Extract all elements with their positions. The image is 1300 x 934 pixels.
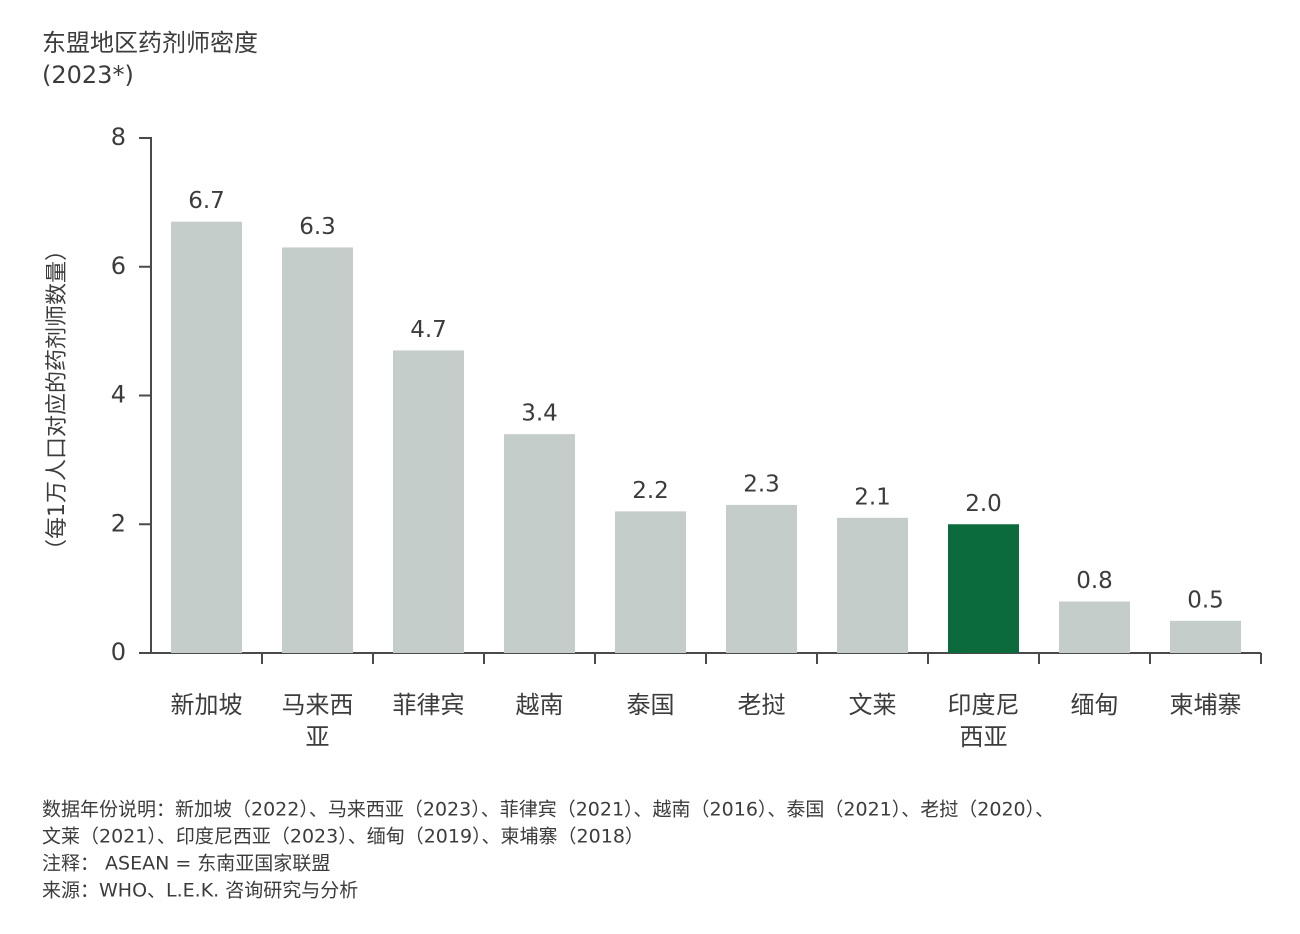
x-tick-label: 文莱	[849, 691, 897, 719]
x-tick-label: 老挝	[738, 691, 786, 719]
bar	[726, 504, 797, 653]
value-label: 2.1	[854, 484, 891, 510]
footnote: 文莱（2021）、印度尼西亚（2023）、缅甸（2019）、柬埔寨（2018）	[42, 826, 644, 848]
chart-title: 东盟地区药剂师密度	[42, 29, 258, 57]
value-label: 3.4	[521, 401, 558, 427]
y-tick-label: 8	[111, 123, 126, 151]
bar	[171, 221, 242, 653]
bar	[282, 247, 353, 653]
footnote: 来源：WHO、L.E.K. 咨询研究与分析	[42, 880, 358, 902]
x-tick-label: 马来西亚	[282, 691, 354, 751]
bar	[393, 350, 464, 653]
value-label: 2.2	[632, 478, 669, 504]
value-label: 2.3	[743, 471, 780, 497]
bar	[1059, 601, 1130, 653]
value-label: 0.5	[1187, 587, 1224, 613]
value-label: 2.0	[965, 491, 1002, 517]
y-tick-label: 4	[111, 381, 126, 409]
bar	[504, 434, 575, 653]
x-tick-label: 缅甸	[1071, 691, 1119, 719]
bar	[1170, 620, 1241, 653]
bar	[948, 524, 1019, 653]
x-tick-label: 新加坡	[171, 691, 243, 719]
y-axis-label: （每1万人口对应的药剂师数量）	[45, 239, 70, 561]
x-tick-label: 印度尼西亚	[948, 691, 1020, 751]
y-tick-label: 2	[111, 509, 126, 537]
x-tick-label: 泰国	[627, 691, 675, 719]
y-tick-label: 0	[111, 638, 126, 666]
value-label: 4.7	[410, 317, 447, 343]
value-label: 6.7	[188, 188, 225, 214]
y-tick-label: 6	[111, 252, 126, 280]
bar	[837, 517, 908, 653]
x-tick-label: 柬埔寨	[1170, 691, 1242, 719]
value-label: 0.8	[1076, 568, 1113, 594]
footnote: 注释： ASEAN = 东南亚国家联盟	[42, 853, 330, 875]
x-tick-label: 越南	[516, 691, 564, 719]
footnote: 数据年份说明：新加坡（2022）、马来西亚（2023）、菲律宾（2021）、越南…	[42, 799, 1054, 821]
value-label: 6.3	[299, 214, 336, 240]
x-tick-label: 菲律宾	[393, 691, 465, 719]
bar	[615, 511, 686, 653]
chart-subtitle: (2023*)	[42, 61, 134, 89]
